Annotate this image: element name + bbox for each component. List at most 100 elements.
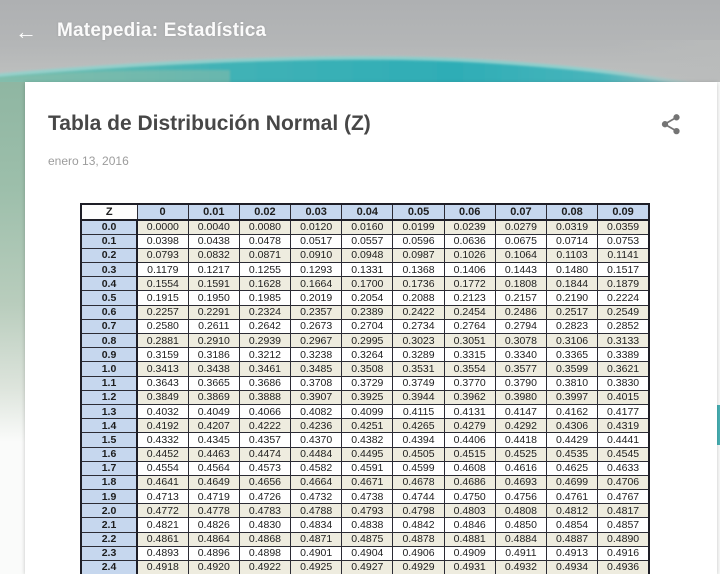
table-cell: 0.4345	[187, 432, 240, 448]
table-cell: 0.2224	[597, 290, 650, 306]
table-cell: 0.3461	[238, 361, 292, 377]
table-row: 2.3 0.4893 0.4896 0.4898 0.4901 0.4904 0.4906 0…	[80, 545, 650, 562]
table-cell: 0.4846	[443, 517, 496, 533]
row-header-z: 0.6	[80, 304, 138, 320]
table-cell: 0.2486	[494, 304, 548, 320]
table-cell: 0.4850	[494, 517, 548, 533]
row-header-z: 1.6	[80, 446, 138, 462]
table-cell: 0.0040	[187, 219, 240, 235]
table-cell: 0.4906	[392, 545, 445, 562]
background-right-accent	[717, 405, 720, 445]
table-cell: 0.2324	[238, 304, 292, 320]
post-title: Tabla de Distribución Normal (Z)	[48, 112, 371, 135]
table-cell: 0.0793	[136, 247, 189, 264]
table-cell: 0.3389	[597, 347, 650, 363]
table-cell: 0.2673	[290, 318, 343, 335]
row-header-z: 2.0	[80, 503, 138, 519]
table-cell: 0.4830	[238, 517, 292, 533]
table-cell: 0.2422	[392, 304, 445, 320]
table-cell: 0.3944	[392, 389, 445, 405]
table-cell: 0.3186	[187, 347, 240, 363]
table-cell: 0.1844	[545, 276, 599, 292]
table-cell: 0.4918	[136, 559, 189, 574]
table-row: 0.5 0.1915 0.1950 0.1985 0.2019 0.2054 0.2088 0…	[80, 290, 650, 306]
table-cell: 0.1368	[392, 262, 445, 278]
table-cell: 0.4306	[545, 418, 599, 434]
table-cell: 0.2704	[341, 318, 394, 335]
table-cell: 0.1331	[341, 262, 394, 278]
table-cell: 0.4115	[392, 403, 445, 420]
column-header: 0.03	[290, 203, 343, 221]
table-cell: 0.1141	[597, 247, 650, 264]
table-cell: 0.0080	[238, 219, 292, 235]
table-cell: 0.4706	[597, 474, 650, 491]
table-cell: 0.4793	[341, 503, 394, 519]
back-button[interactable]: ←	[15, 19, 37, 44]
table-cell: 0.1026	[443, 247, 496, 264]
table-cell: 0.2257	[136, 304, 189, 320]
table-cell: 0.4726	[238, 489, 292, 505]
table-cell: 0.1772	[443, 276, 496, 292]
table-cell: 0.2881	[136, 332, 189, 349]
table-cell: 0.0239	[443, 219, 496, 235]
table-cell: 0.4783	[238, 503, 292, 519]
column-header: 0.04	[341, 203, 394, 221]
table-row: 1.3 0.4032 0.4049 0.4066 0.4082 0.4099 0.4115 0…	[80, 403, 650, 420]
row-header-z: 0.2	[80, 247, 138, 264]
table-cell: 0.4406	[443, 432, 496, 448]
table-cell: 0.4495	[341, 446, 394, 462]
table-cell: 0.0120	[290, 219, 343, 235]
table-cell: 0.4394	[392, 432, 445, 448]
table-cell: 0.4871	[290, 531, 343, 547]
table-cell: 0.4418	[494, 432, 548, 448]
table-cell: 0.0517	[290, 233, 343, 249]
table-cell: 0.4925	[290, 559, 343, 574]
table-cell: 0.4826	[187, 517, 240, 533]
table-row: 0.1 0.0398 0.0438 0.0478 0.0517 0.0557 0.0596 0…	[80, 233, 650, 249]
table-row: 1.7 0.4554 0.4564 0.4573 0.4582 0.4591 0.4599 0…	[80, 460, 650, 476]
table-cell: 0.2088	[392, 290, 445, 306]
table-cell: 0.4772	[136, 503, 189, 519]
table-cell: 0.0160	[341, 219, 394, 235]
table-cell: 0.2454	[443, 304, 496, 320]
table-cell: 0.2995	[341, 332, 394, 349]
table-cell: 0.2190	[545, 290, 599, 306]
table-cell: 0.2910	[187, 332, 240, 349]
row-header-z: 1.0	[80, 361, 138, 377]
table-cell: 0.4913	[545, 545, 599, 562]
table-cell: 0.4803	[443, 503, 496, 519]
table-row: 2.1 0.4821 0.4826 0.4830 0.4834 0.4838 0.4842 0…	[80, 517, 650, 533]
table-cell: 0.4761	[545, 489, 599, 505]
table-cell: 0.2123	[443, 290, 496, 306]
table-cell: 0.4633	[597, 460, 650, 476]
table-cell: 0.4854	[545, 517, 599, 533]
table-cell: 0.2389	[341, 304, 394, 320]
table-cell: 0.3531	[392, 361, 445, 377]
share-button[interactable]	[659, 112, 683, 136]
row-header-z: 2.2	[80, 531, 138, 547]
row-header-z: 2.1	[80, 517, 138, 533]
table-cell: 0.3907	[290, 389, 343, 405]
table-cell: 0.1480	[545, 262, 599, 278]
column-header: 0.09	[597, 203, 650, 221]
table-cell: 0.4878	[392, 531, 445, 547]
table-cell: 0.4896	[187, 545, 240, 562]
column-header: 0.01	[187, 203, 240, 221]
row-header-z: 0.4	[80, 276, 138, 292]
table-row: 2.0 0.4772 0.4778 0.4783 0.4788 0.4793 0.4798 0…	[80, 503, 650, 519]
table-cell: 0.4838	[341, 517, 394, 533]
table-cell: 0.3023	[392, 332, 445, 349]
table-cell: 0.1879	[597, 276, 650, 292]
table-cell: 0.4693	[494, 474, 548, 491]
table-cell: 0.3159	[136, 347, 189, 363]
row-header-z: 1.3	[80, 403, 138, 420]
column-header: 0.06	[443, 203, 496, 221]
table-row: 1.5 0.4332 0.4345 0.4357 0.4370 0.4382 0.4394 0…	[80, 432, 650, 448]
row-header-z: 1.9	[80, 489, 138, 505]
table-cell: 0.4798	[392, 503, 445, 519]
table-cell: 0.4671	[341, 474, 394, 491]
table-cell: 0.4279	[443, 418, 496, 434]
table-cell: 0.2357	[290, 304, 343, 320]
table-cell: 0.4893	[136, 545, 189, 562]
table-cell: 0.2852	[597, 318, 650, 335]
